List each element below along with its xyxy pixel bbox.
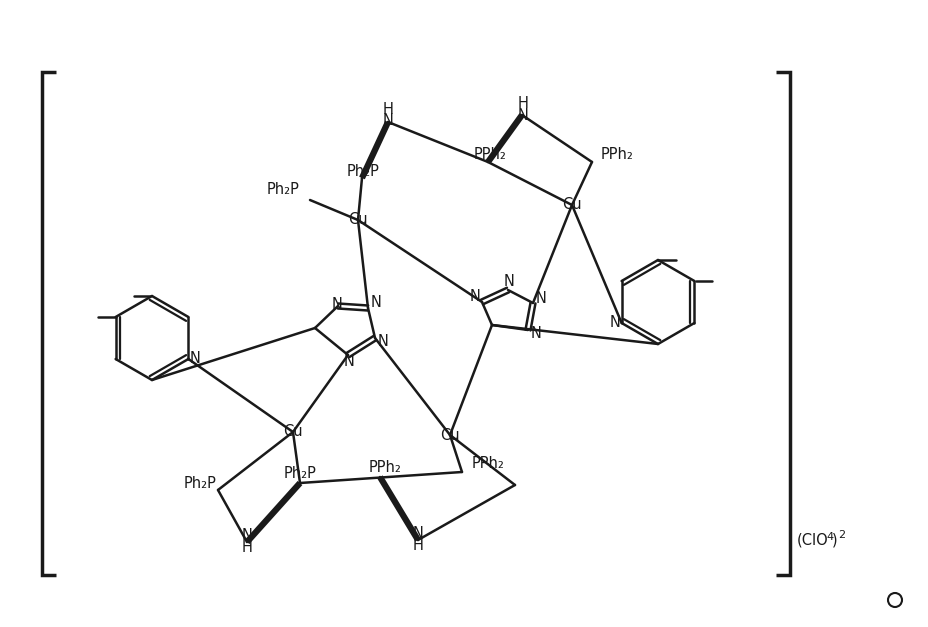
Text: Ph₂P: Ph₂P: [346, 164, 379, 179]
Text: N: N: [343, 354, 354, 369]
Text: Cu: Cu: [348, 213, 367, 228]
Text: PPh₂: PPh₂: [473, 147, 506, 162]
Text: PPh₂: PPh₂: [368, 460, 401, 475]
Text: N: N: [609, 315, 619, 330]
Text: Cu: Cu: [283, 424, 303, 440]
Text: 2: 2: [837, 530, 844, 540]
Text: PPh₂: PPh₂: [599, 147, 633, 162]
Text: N: N: [331, 297, 342, 312]
Text: N: N: [189, 352, 200, 367]
Text: Cu: Cu: [440, 428, 459, 443]
Text: N: N: [469, 290, 480, 305]
Text: (ClO: (ClO: [796, 532, 828, 547]
Text: H: H: [412, 539, 423, 554]
Text: ): ): [831, 532, 837, 547]
Text: N: N: [503, 275, 514, 290]
Text: N: N: [530, 327, 541, 342]
Text: Ph₂P: Ph₂P: [283, 466, 316, 482]
Text: H: H: [241, 540, 252, 556]
Text: H: H: [517, 97, 528, 112]
Text: N: N: [382, 113, 393, 129]
Text: N: N: [241, 527, 252, 542]
Text: N: N: [535, 292, 546, 307]
Text: PPh₂: PPh₂: [471, 455, 504, 470]
Text: N: N: [370, 295, 381, 310]
Text: N: N: [517, 107, 528, 122]
Text: N: N: [377, 334, 388, 349]
Text: Ph₂P: Ph₂P: [184, 475, 216, 490]
Text: H: H: [382, 102, 393, 117]
Text: N: N: [412, 525, 423, 540]
Text: Ph₂P: Ph₂P: [266, 182, 299, 198]
Text: Cu: Cu: [561, 198, 581, 213]
Text: 4: 4: [825, 532, 832, 542]
